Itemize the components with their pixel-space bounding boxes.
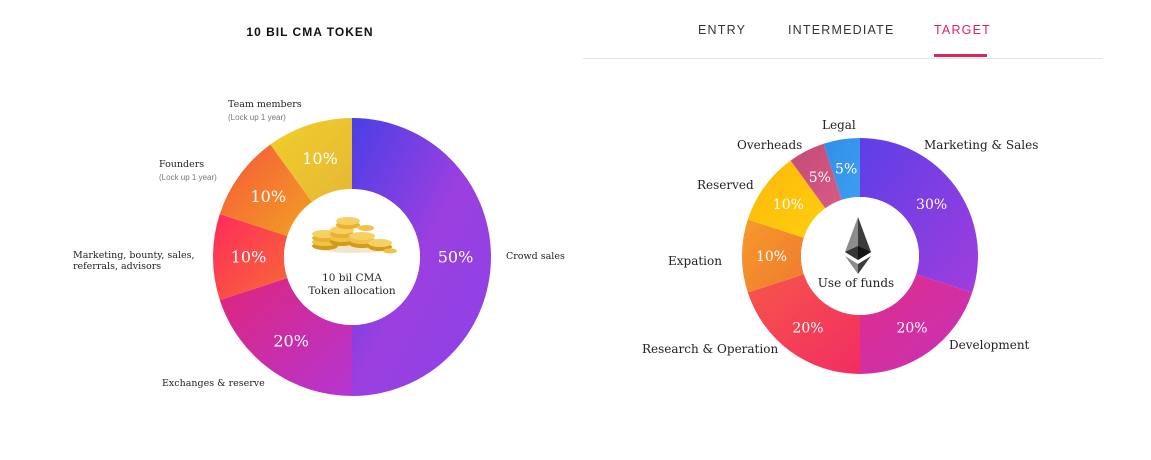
gold-coins-icon	[312, 217, 397, 254]
label-marketing-sales: Marketing & Sales	[924, 138, 1038, 152]
label-expation: Expation	[668, 254, 722, 268]
label-crowd-sales: Crowd sales	[506, 251, 565, 262]
tab-intermediate[interactable]: INTERMEDIATE	[788, 23, 895, 37]
sublabel-team-members: (Lock up 1 year)	[228, 113, 286, 122]
tab-entry[interactable]: ENTRY	[698, 23, 747, 37]
chart-title: 10 BIL CMA TOKEN	[246, 25, 374, 39]
ethereum-icon	[845, 217, 871, 274]
slice-value-expation: 10%	[756, 249, 787, 265]
slice-value-research-operation: 20%	[792, 320, 823, 336]
label-marketing-bounty-sales-referrals-advisors: Marketing, bounty, sales, referrals, advi…	[73, 250, 195, 272]
label-team-members: Team members	[228, 99, 302, 110]
label-research-operation: Research & Operation	[642, 342, 778, 356]
center-text-line-2: Token allocation	[308, 285, 396, 297]
label-founders: Founders	[159, 159, 204, 170]
donut-hole	[284, 189, 420, 325]
token-allocation-donut: 50% 20% 10% 10% 10% Crowd sales Exchanges & r…	[73, 99, 565, 396]
tab-target[interactable]: TARGET	[934, 23, 991, 37]
slice-marketing-sales	[860, 138, 978, 293]
slice-value-marketing-bounty-sales-referrals-advisors: 10%	[231, 248, 267, 267]
sublabel-founders: (Lock up 1 year)	[159, 173, 217, 182]
label-reserved: Reserved	[697, 178, 754, 192]
label-development: Development	[949, 338, 1030, 352]
slice-overheads	[790, 143, 842, 209]
slice-crowd-sales	[352, 118, 491, 396]
slice-reserved	[747, 160, 826, 238]
slice-research-operation	[747, 274, 860, 374]
slice-value-team-members: 10%	[302, 149, 338, 168]
slice-value-founders: 10%	[250, 187, 286, 206]
slice-value-crowd-sales: 50%	[438, 248, 474, 267]
slice-founders	[219, 144, 313, 236]
slice-value-exchanges-reserve: 20%	[273, 331, 309, 350]
slice-value-development: 20%	[896, 320, 927, 336]
slice-development	[860, 274, 973, 374]
slice-team-members	[270, 118, 352, 202]
label-legal: Legal	[822, 118, 856, 132]
slice-value-marketing-sales: 30%	[916, 197, 947, 213]
slice-exchanges-reserve	[219, 278, 352, 396]
center-text-line-1: 10 bil CMA	[322, 272, 382, 284]
label-exchanges-reserve: Exchanges & reserve	[162, 378, 265, 389]
slice-marketing-bounty-sales-referrals-advisors	[212, 214, 288, 300]
slice-expation	[741, 219, 804, 293]
center-text: Use of funds	[818, 276, 894, 290]
fund-stage-tabs: ENTRY INTERMEDIATE TARGET	[583, 0, 1103, 59]
active-tab-indicator	[934, 54, 987, 57]
slice-value-overheads: 5%	[809, 170, 831, 186]
slice-legal	[823, 138, 860, 200]
use-of-funds-donut: 30% 20% 20% 10% 10% 5%5% Marketing & Sales Dev…	[642, 118, 1038, 374]
slice-value-legal: 5%	[835, 161, 857, 177]
slice-value-reserved: 10%	[773, 197, 804, 213]
label-overheads: Overheads	[737, 138, 802, 152]
